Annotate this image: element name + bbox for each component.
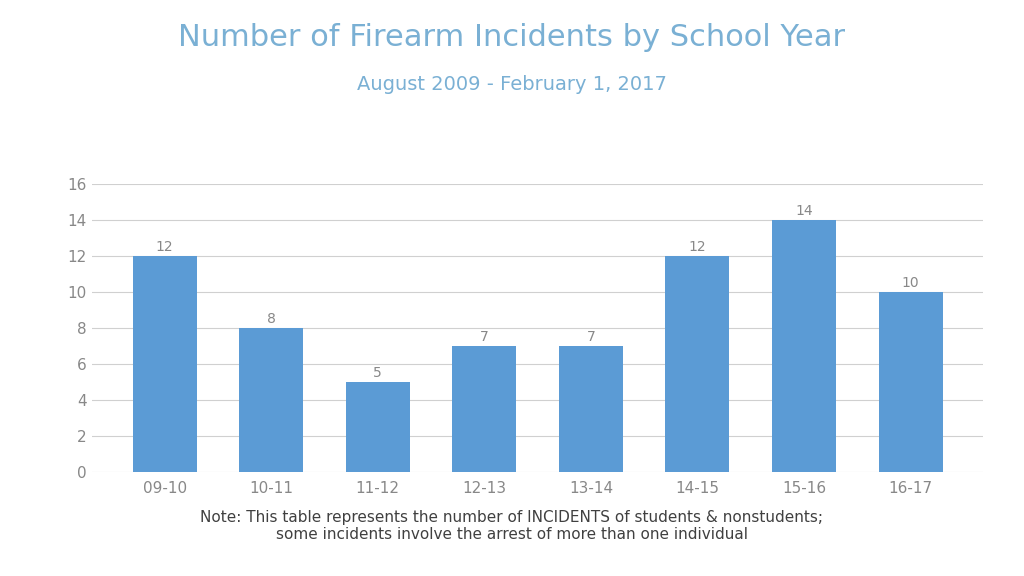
Text: Number of Firearm Incidents by School Year: Number of Firearm Incidents by School Ye… [178,23,846,52]
Text: 5: 5 [374,366,382,380]
Text: 10: 10 [902,276,920,290]
Bar [346,382,410,472]
Text: 7: 7 [480,330,488,344]
Text: 12: 12 [156,240,173,254]
Bar [453,346,516,472]
Text: Note: This table represents the number of INCIDENTS of students & nonstudents;
s: Note: This table represents the number o… [201,510,823,542]
Text: 12: 12 [688,240,707,254]
Text: 14: 14 [796,204,813,218]
Bar [133,256,197,472]
Bar [666,256,729,472]
Bar [879,293,942,472]
Text: 7: 7 [587,330,595,344]
Text: 8: 8 [266,312,275,326]
Bar [559,346,623,472]
Bar [772,221,836,472]
Bar [240,328,303,472]
Text: August 2009 - February 1, 2017: August 2009 - February 1, 2017 [357,75,667,94]
